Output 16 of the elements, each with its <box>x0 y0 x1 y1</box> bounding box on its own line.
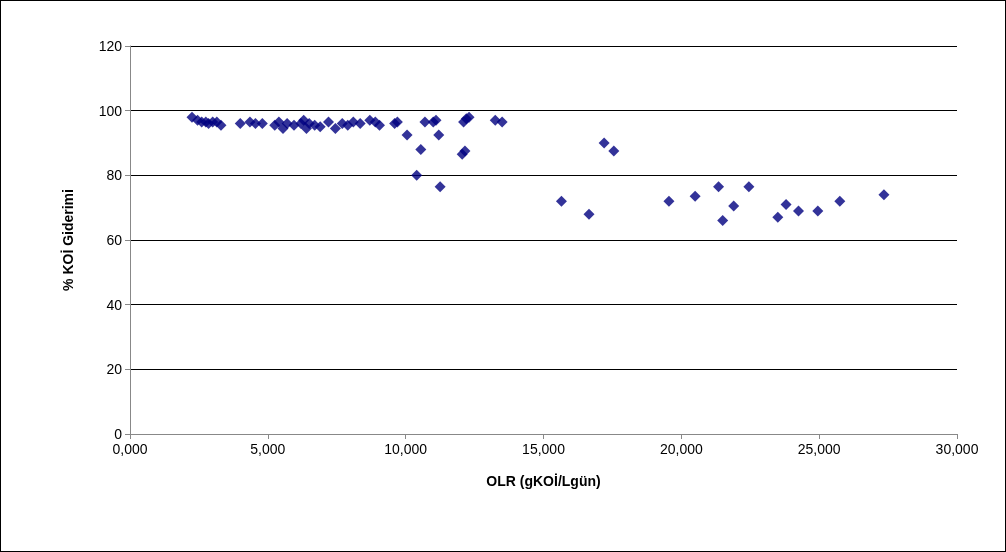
x-tick-label: 0,000 <box>112 441 148 457</box>
x-axis-title: OLR (gKOİ/Lgün) <box>486 473 601 489</box>
x-tick-label: 10,000 <box>384 441 428 457</box>
y-tick-label: 20 <box>106 361 123 378</box>
y-tick-label: 80 <box>106 167 123 184</box>
x-tick-label: 5,000 <box>250 441 286 457</box>
x-tick-label: 20,000 <box>659 441 703 457</box>
y-tick-label: 120 <box>98 38 123 54</box>
y-tick-label: 40 <box>106 296 123 313</box>
x-tick-label: 30,000 <box>935 441 979 457</box>
x-tick-label: 25,000 <box>797 441 841 457</box>
y-axis-title: % KOİ Giderimi <box>60 189 76 291</box>
y-tick-label: 100 <box>98 102 123 119</box>
y-tick-label: 0 <box>114 426 123 442</box>
x-tick-label: 15,000 <box>522 441 566 457</box>
y-tick-label: 60 <box>106 232 123 248</box>
